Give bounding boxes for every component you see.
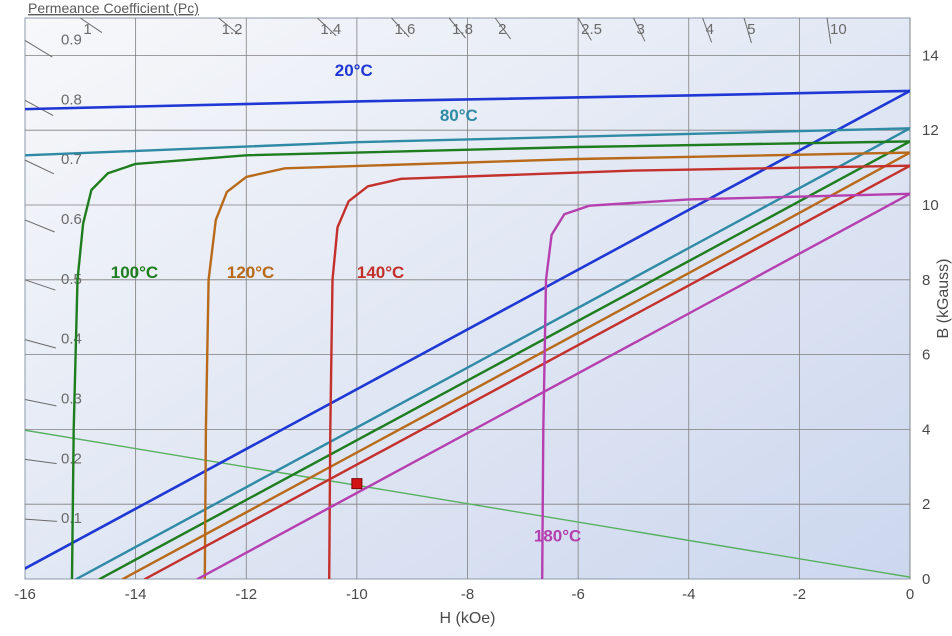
x-axis-label: H (kOe) — [440, 610, 496, 627]
x-tick-label: -4 — [682, 586, 695, 603]
x-tick-label: -8 — [461, 586, 474, 603]
chart-svg: 0.10.20.30.40.50.60.70.80.911.21.41.61.8… — [0, 0, 952, 636]
pc-tick-label: 0.3 — [61, 390, 82, 407]
pc-tick-label: 0.6 — [61, 211, 82, 228]
curve-label-80C: 80°C — [440, 106, 478, 125]
pc-tick-label: 5 — [747, 21, 755, 38]
curve-label-20C: 20°C — [335, 61, 373, 80]
permeance-title: Permeance Coefficient (Pc) — [28, 0, 199, 16]
curve-label-100C: 100°C — [111, 263, 158, 282]
y-tick-label: 0 — [922, 571, 930, 588]
curve-label-140C: 140°C — [357, 263, 404, 282]
pc-tick-label: 1.8 — [452, 21, 473, 38]
operating-point-marker — [352, 479, 362, 489]
pc-tick-label: 0.9 — [61, 31, 82, 48]
x-tick-label: -14 — [125, 586, 147, 603]
pc-tick-label: 2.5 — [581, 21, 602, 38]
x-tick-label: -12 — [235, 586, 257, 603]
pc-tick-label: 4 — [706, 21, 714, 38]
pc-tick-label: 10 — [830, 21, 847, 38]
pc-tick-label: 1.6 — [394, 21, 415, 38]
bh-demagnetization-chart: 0.10.20.30.40.50.60.70.80.911.21.41.61.8… — [0, 0, 952, 636]
pc-tick-label: 1 — [83, 21, 91, 38]
x-tick-label: -2 — [793, 586, 806, 603]
pc-tick-label: 0.2 — [61, 450, 82, 467]
y-tick-label: 6 — [922, 347, 930, 364]
y-tick-label: 2 — [922, 496, 930, 513]
pc-tick-label: 1.4 — [320, 21, 341, 38]
y-tick-label: 8 — [922, 272, 930, 289]
x-tick-label: 0 — [906, 586, 914, 603]
curve-label-120C: 120°C — [227, 263, 274, 282]
y-tick-label: 10 — [922, 197, 939, 214]
pc-tick-label: 0.4 — [61, 331, 82, 348]
pc-tick-label: 2 — [498, 21, 506, 38]
pc-tick-label: 1.2 — [222, 21, 243, 38]
y-axis-label: B (kGauss) — [935, 258, 952, 338]
x-tick-label: -10 — [346, 586, 368, 603]
pc-tick-label: 3 — [636, 21, 644, 38]
y-tick-label: 12 — [922, 122, 939, 139]
y-tick-label: 4 — [922, 421, 930, 438]
pc-tick-label: 0.8 — [61, 91, 82, 108]
x-tick-label: -6 — [571, 586, 584, 603]
curve-label-180C: 180°C — [534, 527, 581, 546]
x-tick-label: -16 — [14, 586, 36, 603]
y-tick-label: 14 — [922, 47, 939, 64]
